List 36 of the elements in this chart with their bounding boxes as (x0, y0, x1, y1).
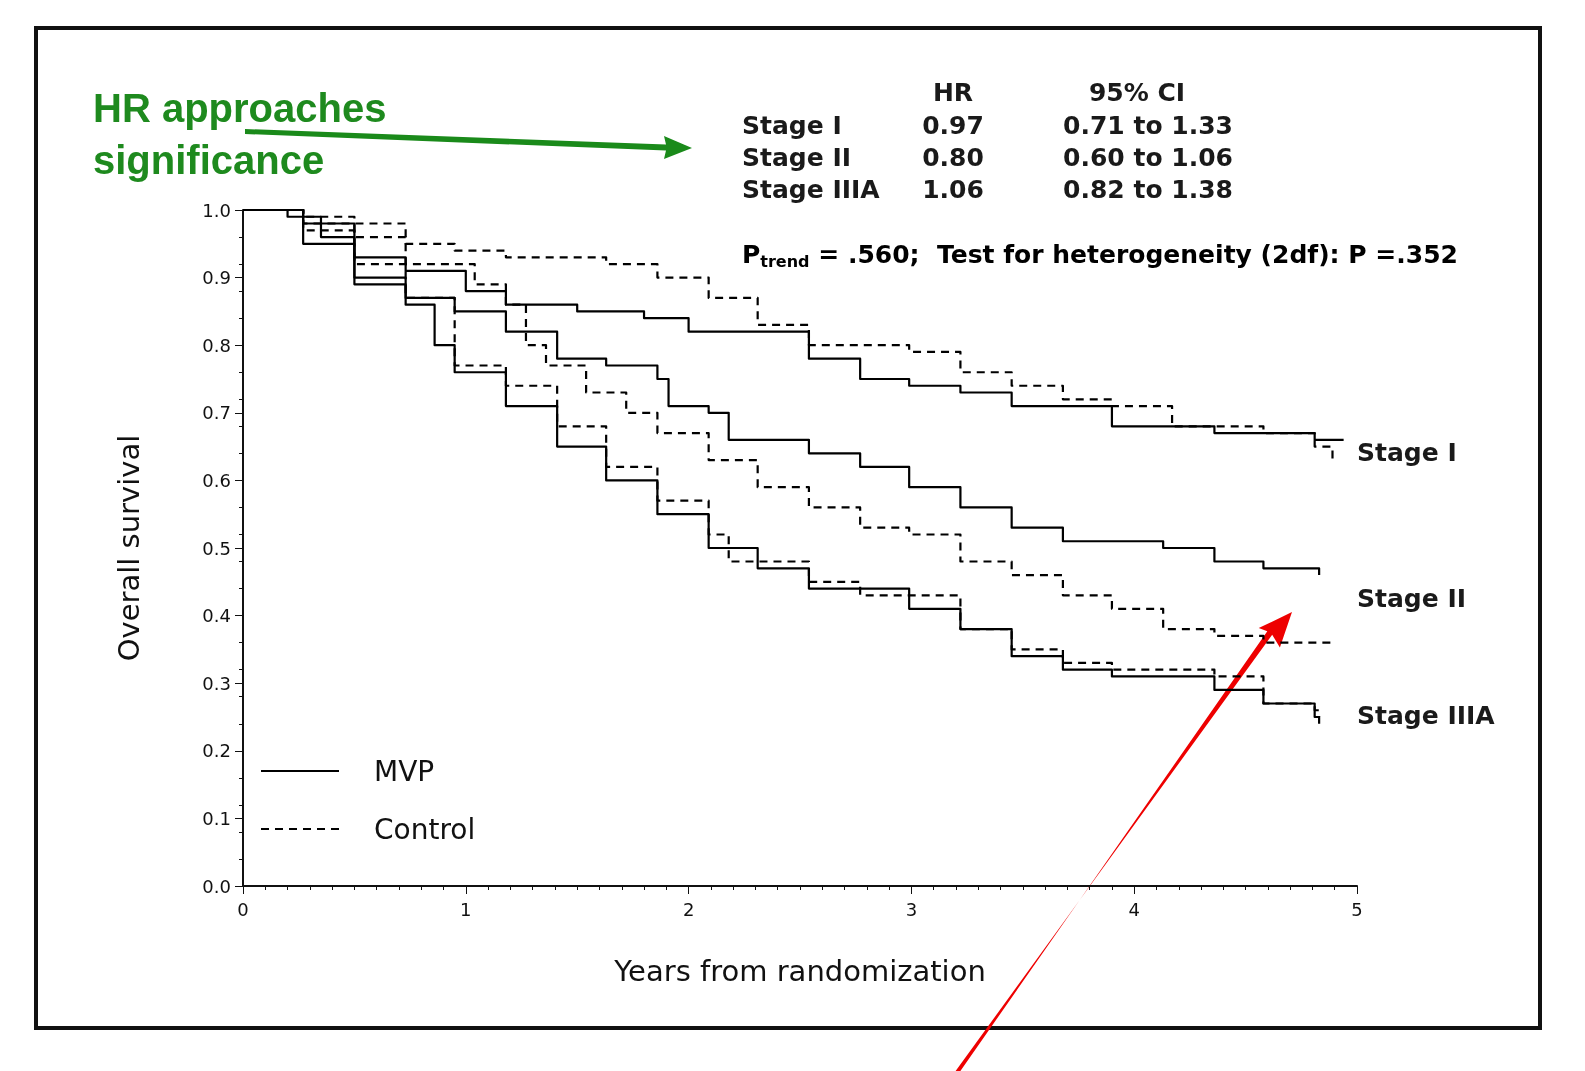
annotation: Stage II (1357, 583, 1466, 613)
text: 0.71 to 1.33 (1063, 110, 1233, 140)
text: HR approaches significance (93, 86, 398, 182)
legend-label: MVP (374, 754, 435, 788)
y-tick-label: 0.1 (202, 807, 231, 829)
y-tick-label: 0.4 (202, 605, 231, 627)
text: 0.80 (922, 142, 984, 172)
x-tick-label: 4 (1128, 898, 1140, 920)
y-tick-label: 0.5 (202, 537, 231, 559)
text: 0.60 to 1.06 (1063, 142, 1233, 172)
text: 1.06 (922, 174, 984, 204)
annotation: Stage IIIA (1357, 700, 1496, 730)
x-tick-label: 0 (237, 898, 249, 920)
y-tick-label: 0.2 (202, 740, 231, 762)
text: Stage II (742, 142, 851, 172)
text: 0.82 to 1.38 (1063, 174, 1233, 204)
y-axis-title: Overall survival (111, 434, 146, 662)
text: 95% CI (1088, 77, 1186, 107)
text: Stage IIIA (742, 174, 881, 204)
y-tick-label: 0.6 (202, 469, 231, 491)
x-tick-label: 5 (1351, 898, 1363, 920)
x-tick-label: 2 (682, 898, 695, 920)
x-tick-label: 3 (905, 898, 918, 920)
x-tick-label: 1 (460, 898, 472, 920)
annotation: Stage I (1357, 437, 1457, 467)
text: Stage I (742, 110, 842, 140)
y-tick-label: 1.0 (202, 199, 231, 221)
y-tick-label: 0.7 (202, 402, 231, 424)
y-tick-label: 0.9 (202, 267, 231, 289)
x-axis-title: Years from randomization (613, 953, 986, 988)
y-tick-label: 0.0 (202, 875, 231, 897)
text: 0.97 (922, 110, 984, 140)
text: HR (932, 77, 974, 107)
y-tick-label: 0.8 (202, 334, 231, 356)
legend-label: Control (374, 812, 476, 846)
y-tick-label: 0.3 (202, 672, 231, 694)
